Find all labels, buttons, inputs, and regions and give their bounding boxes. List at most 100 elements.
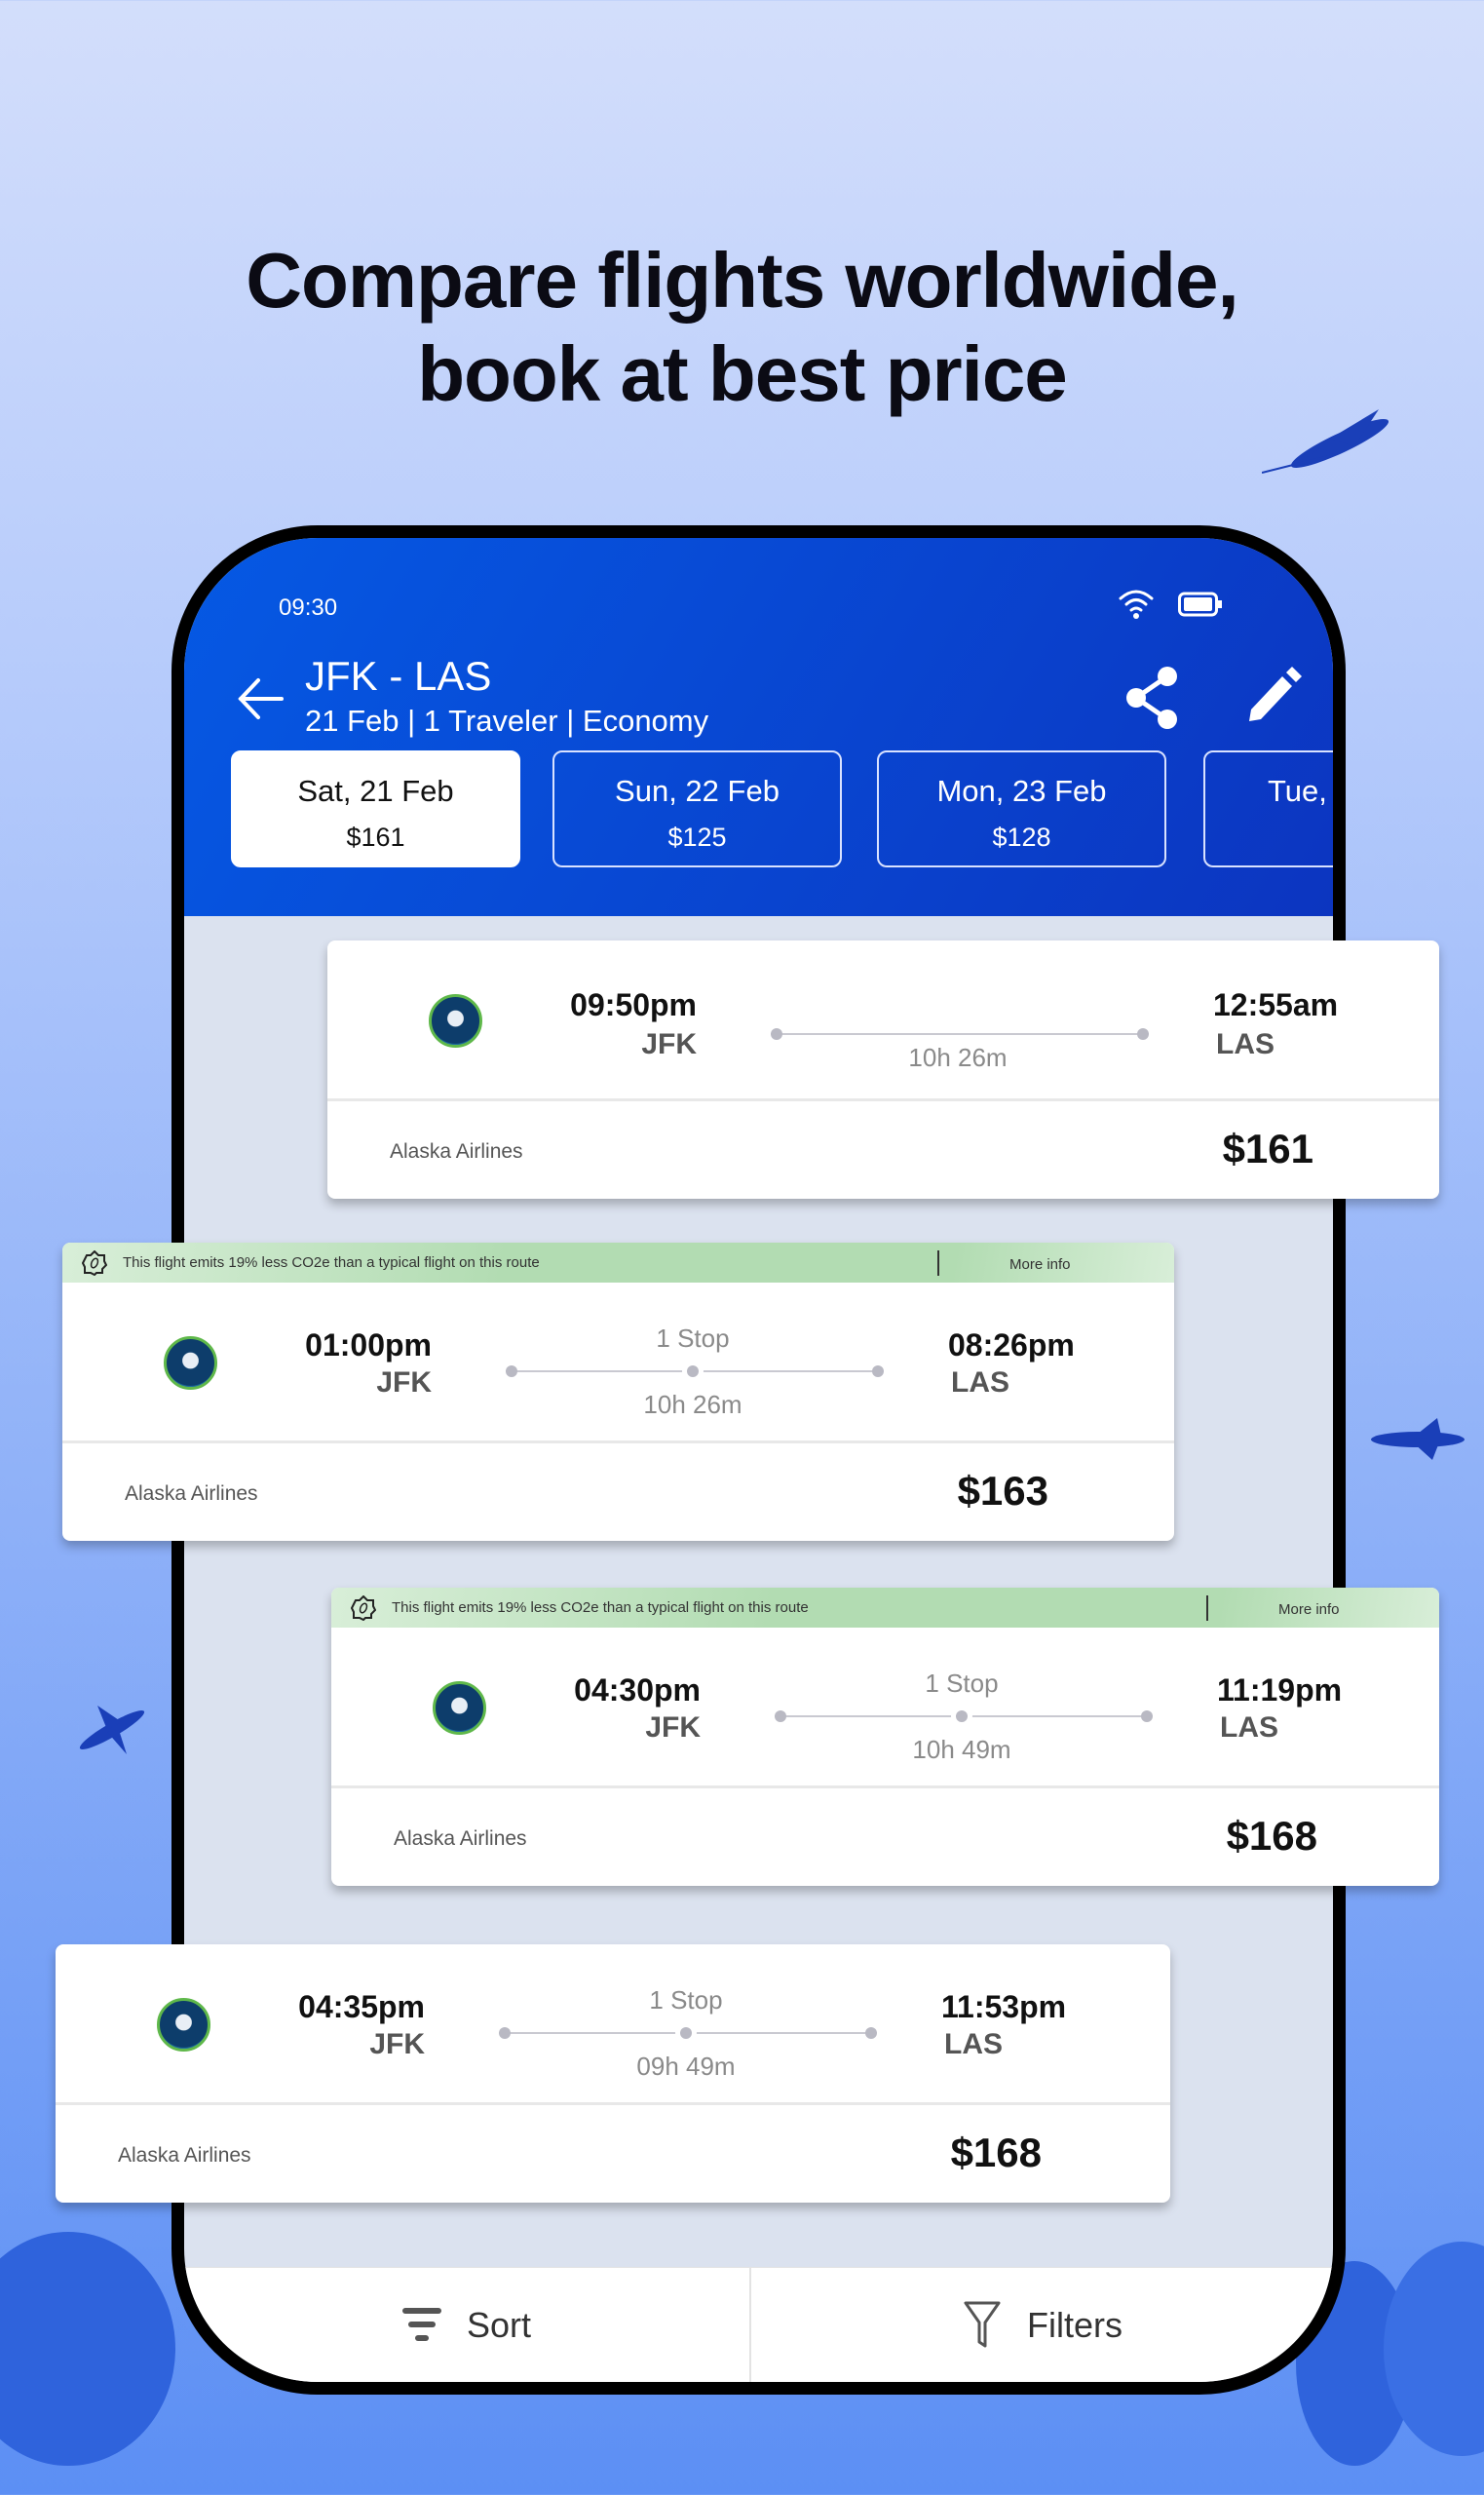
- route-dot: [771, 1028, 782, 1040]
- divider: [1206, 1595, 1208, 1621]
- eco-banner: This flight emits 19% less CO2e than a t…: [62, 1243, 1174, 1283]
- eco-banner: This flight emits 19% less CO2e than a t…: [331, 1588, 1439, 1628]
- arrival-time: 11:53pm: [941, 1989, 1067, 2024]
- route-dot: [499, 2027, 511, 2039]
- divider: [937, 1250, 939, 1276]
- duration: 10h 26m: [908, 1043, 1008, 1072]
- date-tab-price: $128: [992, 823, 1051, 852]
- arrival-airport: LAS: [951, 1366, 1009, 1399]
- route-dot: [865, 2027, 877, 2039]
- airline-name: Alaska Airlines: [394, 1827, 527, 1850]
- airplane-icon: [1371, 1418, 1465, 1460]
- date-tab-price: $161: [346, 823, 405, 852]
- route-dot: [1141, 1710, 1153, 1722]
- departure-airport: JFK: [369, 2028, 425, 2060]
- wifi-icon: [1119, 590, 1154, 619]
- filter-icon: [964, 2301, 1001, 2348]
- stop-dot: [687, 1365, 699, 1377]
- stops-label: 1 Stop: [649, 1985, 723, 2015]
- airline-name: Alaska Airlines: [125, 1482, 258, 1505]
- date-tab-label: Mon, 23 Feb: [936, 774, 1107, 808]
- date-tab-label: Tue,: [1268, 774, 1327, 808]
- departure-time: 04:35pm: [298, 1989, 425, 2024]
- date-tab[interactable]: Tue,: [1203, 750, 1333, 867]
- arrival-time: 12:55am: [1213, 987, 1339, 1022]
- arrival-airport: LAS: [1220, 1711, 1278, 1744]
- arrival-time: 11:19pm: [1217, 1672, 1343, 1708]
- departure-time: 04:30pm: [574, 1672, 701, 1708]
- flight-details: 04:35pm JFK 1 Stop 09h 49m 11:53pm LAS: [56, 1944, 1170, 2105]
- divider: [749, 2268, 751, 2382]
- route-dot: [872, 1365, 884, 1377]
- route-line: [779, 1033, 1137, 1035]
- arrival-time: 08:26pm: [948, 1327, 1075, 1363]
- eco-banner-text: This flight emits 19% less CO2e than a t…: [392, 1599, 809, 1616]
- flight-card[interactable]: 09:50pm JFK 10h 26m 12:55am LAS Alaska A…: [327, 940, 1439, 1199]
- sort-icon: [401, 2308, 441, 2341]
- more-info-link[interactable]: More info: [1009, 1256, 1071, 1273]
- status-time: 09:30: [279, 595, 338, 621]
- arrival-airport: LAS: [944, 2028, 1003, 2060]
- route-dot: [775, 1710, 786, 1722]
- flight-card[interactable]: This flight emits 19% less CO2e than a t…: [331, 1588, 1439, 1886]
- airline-name: Alaska Airlines: [390, 1140, 523, 1163]
- duration: 10h 49m: [912, 1735, 1011, 1764]
- price: $163: [957, 1468, 1048, 1514]
- flight-card[interactable]: 04:35pm JFK 1 Stop 09h 49m 11:53pm LAS A…: [56, 1944, 1170, 2203]
- leaf-badge-icon: [351, 1595, 376, 1621]
- flight-card[interactable]: This flight emits 19% less CO2e than a t…: [62, 1243, 1174, 1541]
- departure-airport: JFK: [641, 1028, 697, 1060]
- airplane-icon: [79, 1706, 145, 1754]
- eco-banner-text: This flight emits 19% less CO2e than a t…: [123, 1254, 540, 1271]
- stop-dot: [680, 2027, 692, 2039]
- headline: Compare flights worldwide, book at best …: [0, 234, 1484, 421]
- date-tab[interactable]: Sun, 22 Feb $125: [552, 750, 842, 867]
- price: $161: [1222, 1126, 1313, 1171]
- leaf-badge-icon: [82, 1250, 107, 1276]
- stop-dot: [956, 1710, 968, 1722]
- price: $168: [1226, 1813, 1317, 1859]
- battery-icon: [1178, 592, 1222, 617]
- airline-name: Alaska Airlines: [118, 2144, 251, 2167]
- back-arrow-icon[interactable]: [237, 676, 285, 721]
- flight-details: 04:30pm JFK 1 Stop 10h 49m 11:19pm LAS: [331, 1628, 1439, 1788]
- stops-label: 1 Stop: [656, 1324, 730, 1353]
- duration: 09h 49m: [636, 2052, 736, 2081]
- app-header: 09:30 JFK - LAS 21 Feb | 1 Traveler | Ec…: [184, 538, 1333, 916]
- more-info-link[interactable]: More info: [1278, 1601, 1340, 1618]
- bottom-bar: Sort Filters: [184, 2267, 1333, 2382]
- airline-logo: [433, 1681, 486, 1735]
- departure-time: 09:50pm: [570, 987, 697, 1022]
- flight-details: 09:50pm JFK 10h 26m 12:55am LAS: [327, 940, 1439, 1101]
- sort-label: Sort: [466, 2305, 532, 2345]
- price: $168: [950, 2130, 1042, 2175]
- arrival-airport: LAS: [1216, 1028, 1275, 1060]
- date-tab[interactable]: Mon, 23 Feb $128: [877, 750, 1166, 867]
- airline-logo: [157, 1998, 210, 2052]
- sort-button[interactable]: Sort: [184, 2268, 749, 2382]
- duration: 10h 26m: [643, 1390, 742, 1419]
- route-dot: [506, 1365, 517, 1377]
- headline-line-2: book at best price: [417, 330, 1068, 417]
- route-title: JFK - LAS: [305, 653, 492, 699]
- tree-decoration: [0, 2232, 175, 2466]
- airplane-icon: [1262, 409, 1389, 474]
- departure-airport: JFK: [645, 1711, 701, 1744]
- airline-logo: [164, 1336, 217, 1390]
- date-tab-label: Sun, 22 Feb: [615, 774, 780, 808]
- flight-details: 01:00pm JFK 1 Stop 10h 26m 08:26pm LAS: [62, 1283, 1174, 1443]
- route-dot: [1137, 1028, 1149, 1040]
- trip-summary: 21 Feb | 1 Traveler | Economy: [305, 704, 709, 738]
- filters-button[interactable]: Filters: [751, 2268, 1333, 2382]
- airline-logo: [429, 994, 482, 1048]
- date-tab-price: $125: [667, 823, 727, 852]
- share-icon[interactable]: [1124, 667, 1179, 729]
- edit-pencil-icon[interactable]: [1243, 667, 1302, 725]
- departure-airport: JFK: [376, 1366, 432, 1399]
- date-tab-label: Sat, 21 Feb: [297, 774, 454, 808]
- headline-line-1: Compare flights worldwide,: [246, 237, 1239, 324]
- date-tab[interactable]: Sat, 21 Feb $161: [231, 750, 520, 867]
- departure-time: 01:00pm: [305, 1327, 432, 1363]
- stops-label: 1 Stop: [925, 1669, 999, 1698]
- filters-label: Filters: [1027, 2305, 1123, 2345]
